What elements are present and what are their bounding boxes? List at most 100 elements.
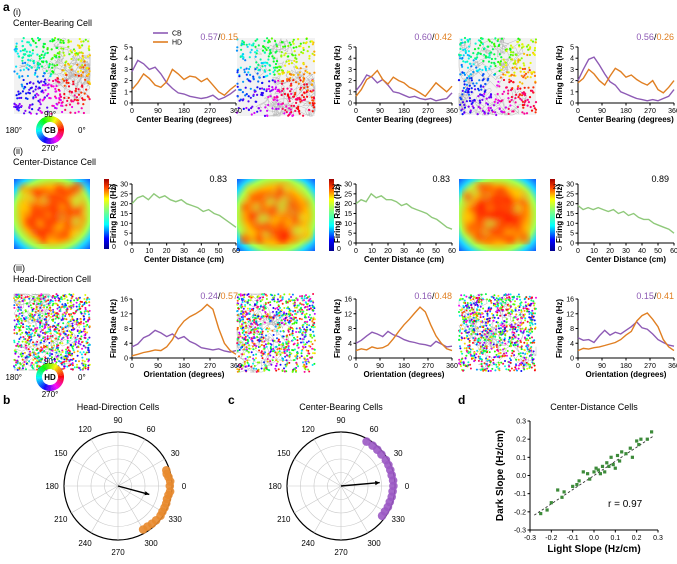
raster-hd-3-spike	[462, 317, 465, 320]
scatter-d-point	[560, 495, 564, 499]
chart-cb-3-series-cb	[577, 56, 675, 102]
raster-hd-1-spike	[58, 310, 61, 312]
chart-cd-3-xtick-label: 0	[576, 248, 580, 255]
raster-hd-1-spike	[82, 362, 85, 365]
raster-hd-2-spike	[254, 317, 257, 319]
raster-cb-2-spike	[288, 100, 291, 103]
chart-cd-1-xtick-label: 40	[197, 248, 205, 255]
chart-cb-2-ytick-label: 5	[348, 45, 352, 52]
raster-hd-1-spike	[87, 368, 90, 371]
raster-hd-2-spike	[245, 346, 248, 349]
raster-hd-3-spike	[463, 315, 466, 318]
raster-cb-1-spike	[14, 106, 18, 109]
raster-hd-2-spike	[308, 304, 311, 307]
raster-hd-3-spike	[511, 296, 514, 298]
raster-cb-3-spike	[466, 76, 469, 79]
raster-hd-3-spike	[503, 352, 505, 355]
raster-cb-1-spike	[49, 75, 52, 78]
wheel-cb-segment	[37, 123, 44, 127]
raster-cb-2-spike	[266, 62, 269, 65]
raster-hd-3-spike	[497, 350, 500, 352]
raster-cb-2-spike	[290, 88, 293, 91]
raster-cb-3-spike	[509, 104, 512, 107]
raster-hd-2-spike	[303, 343, 306, 346]
raster-cb-2-spike	[301, 80, 305, 83]
chart-hd-2-axes	[355, 299, 452, 359]
raster-hd-1-spike	[27, 338, 30, 341]
raster-cb-1-spike	[86, 74, 89, 77]
raster-cb-2-spike	[290, 104, 293, 107]
raster-cb-2-spike	[302, 96, 305, 99]
raster-hd-1-spike	[46, 330, 49, 333]
raster-cb-2-spike	[271, 79, 274, 82]
raster-hd-2-spike	[293, 348, 296, 351]
raster-cb-1-spike	[21, 62, 24, 65]
raster-hd-3-spike	[500, 307, 503, 310]
raster-hd-1-spike	[81, 359, 84, 362]
raster-cb-2-spike	[279, 65, 282, 68]
raster-hd-3-spike	[513, 369, 516, 372]
raster-hd-2-spike	[270, 363, 273, 366]
raster-hd-3-spike	[467, 313, 470, 316]
raster-hd-1-spike	[22, 367, 24, 370]
raster-hd-2-spike	[295, 313, 298, 316]
raster-hd-2-spike	[274, 307, 277, 310]
raster-hd-1-spike	[54, 321, 56, 324]
raster-hd-1-spike	[29, 333, 32, 336]
raster-hd-3-spike	[490, 295, 493, 298]
raster-cb-2-spike	[268, 80, 271, 83]
chart-hd-3-series-hd	[577, 312, 675, 352]
raster-cb-2-spike	[287, 59, 290, 63]
raster-hd-3-spike	[458, 299, 461, 301]
chart-cb-1-ytick-label: 3	[124, 67, 128, 74]
raster-cb-2-spike	[306, 50, 309, 53]
raster-hd-1-spike	[53, 358, 56, 361]
raster-hd-3-spike	[496, 305, 499, 308]
raster-hd-2-spike	[253, 364, 256, 367]
heatmap-2-blob	[300, 212, 309, 220]
raster-hd-2-spike	[296, 310, 299, 313]
raster-hd-3-spike	[484, 328, 487, 330]
raster-hd-2-spike	[242, 311, 245, 314]
raster-hd-2-spike	[243, 360, 246, 363]
chart-hd-3-xlabel: Orientation (degrees)	[586, 370, 667, 379]
heatmap-1-blob	[45, 200, 54, 209]
raster-cb-1-spike	[52, 85, 55, 88]
raster-hd-3-spike	[513, 331, 516, 334]
raster-hd-2-spike	[242, 326, 245, 329]
raster-cb-1-spike	[27, 68, 30, 71]
raster-hd-3-spike	[534, 307, 537, 310]
chart-cd-1-xtick-label: 30	[180, 248, 188, 255]
raster-cb-2-spike	[289, 43, 292, 46]
raster-cb-3-spike	[521, 43, 524, 46]
raster-hd-1-spike	[54, 349, 57, 352]
raster-hd-1-spike	[25, 362, 28, 365]
raster-cb-2-spike	[269, 64, 272, 67]
raster-hd-2-spike	[237, 343, 240, 346]
raster-cb-3-spike	[459, 47, 462, 51]
raster-cb-3-spike	[490, 96, 493, 99]
raster-hd-1-spike	[88, 304, 91, 307]
raster-hd-2-spike	[287, 321, 290, 324]
wheel-cb-segment	[57, 125, 64, 129]
raster-hd-1-spike	[47, 324, 50, 326]
raster-hd-3-spike	[524, 319, 527, 322]
raster-hd-1-spike	[19, 336, 22, 339]
score-hd-3: 0.15/0.41	[636, 291, 674, 301]
raster-cb-3-spike	[510, 79, 513, 83]
chart-cd-3-xtick-label: 60	[670, 248, 677, 255]
raster-cb-2-spike	[250, 107, 253, 110]
raster-hd-1-spike	[63, 362, 66, 365]
heatmap-3-blob	[492, 206, 497, 211]
raster-hd-2-spike	[289, 314, 292, 317]
legend: CB HD	[153, 31, 182, 47]
raster-cb-1-spike	[77, 102, 80, 105]
raster-cb-2-spike	[284, 52, 287, 55]
raster-hd-3-spike	[466, 364, 469, 367]
wheel-hd-segment	[47, 384, 50, 391]
chart-cd-2-ytick-label: 30	[344, 182, 352, 189]
raster-hd-1-spike	[81, 347, 84, 350]
raster-hd-3-spike	[494, 335, 497, 338]
raster-hd-2-spike	[284, 319, 286, 322]
raster-hd-1-spike	[36, 340, 39, 343]
